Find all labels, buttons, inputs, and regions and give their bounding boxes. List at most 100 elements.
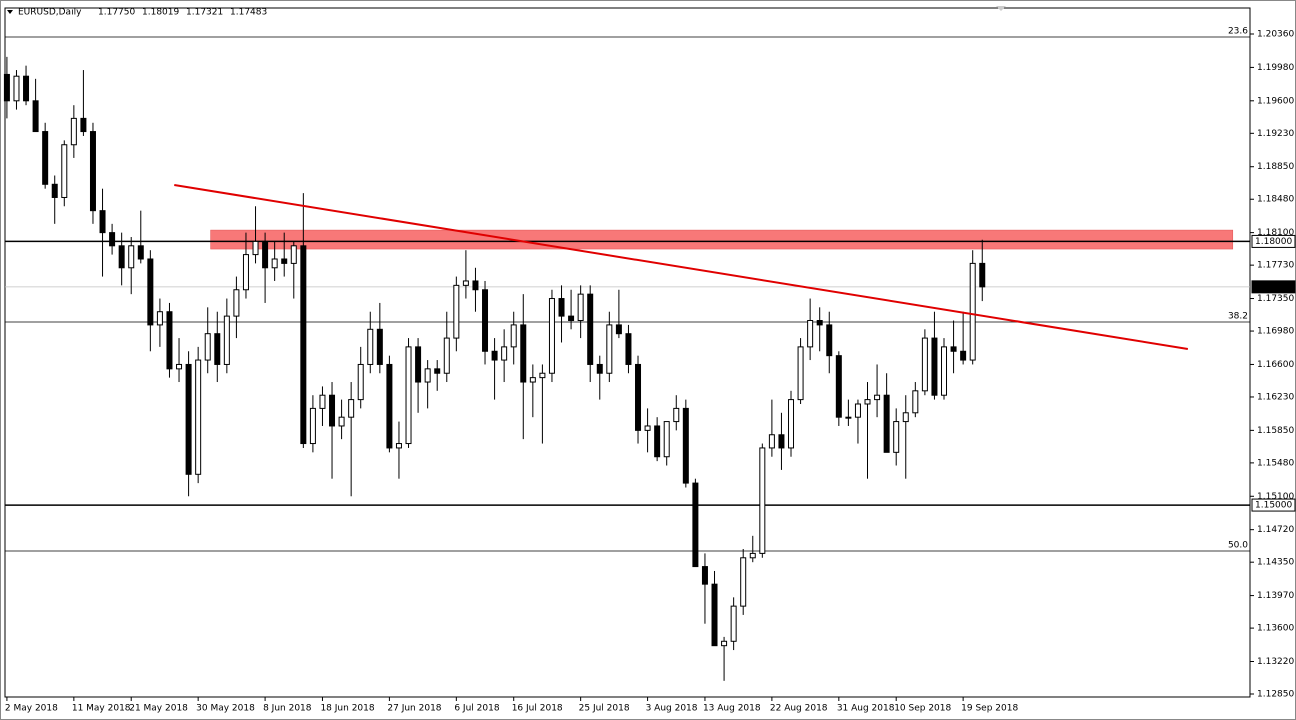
candle-body [223,315,230,365]
candle-body [376,328,383,365]
candle-body [979,262,986,288]
candle-body [137,245,144,260]
candle-body [529,377,536,383]
trendline [174,184,1189,350]
candle-body [491,350,498,361]
y-tick-label: 1.13600 [1257,624,1294,634]
candle-body [625,333,632,365]
x-tick-label: 10 Sep 2018 [894,704,951,714]
resistance-zone [210,229,1234,250]
y-tick-label: 1.15850 [1257,426,1294,436]
x-tick-label: 11 May 2018 [72,704,131,714]
x-tick-label: 16 Jul 2018 [512,704,563,714]
candle-body [835,355,842,418]
candle-body [233,289,240,317]
fib-label: 23.6 [1228,27,1248,37]
candle-body [128,245,135,269]
candle-body [32,100,39,133]
candle-body [51,183,58,198]
candle-body [759,447,766,554]
candle-body [482,289,489,352]
y-tick-label: 1.20360 [1257,30,1294,40]
candle-body [472,280,479,291]
price-box-label: 1.18000 [1255,237,1292,247]
candle-body [568,315,575,322]
y-tick-label: 1.15100 [1257,492,1294,502]
candle-body [883,394,890,453]
candle-body [395,443,402,449]
y-tick-label: 1.19600 [1257,96,1294,106]
x-tick-label: 21 May 2018 [129,704,188,714]
ohlc-label: 1.17321 [186,8,223,18]
candle-body [204,333,211,361]
candle-body [596,363,603,374]
candle-body [797,346,804,401]
candle-body [70,117,77,146]
candle-body [692,482,699,568]
y-tick-label: 1.18480 [1257,195,1294,205]
price-box [1251,280,1296,294]
candle-body [931,337,938,396]
candle-body [195,359,202,475]
price-box-label: 1.15000 [1255,501,1292,511]
candle-body [654,425,661,458]
shift-marker [996,6,1006,11]
candle-body [768,434,775,449]
x-tick-label: 19 Sep 2018 [961,704,1018,714]
candle-body [415,346,422,383]
fib-label: 38.2 [1228,312,1248,322]
y-tick-label: 1.13970 [1257,591,1294,601]
candle-body [587,293,594,365]
candle-body [271,258,278,269]
candle-body [242,254,249,291]
y-tick-label: 1.16230 [1257,392,1294,402]
candle-body [807,320,814,348]
x-tick-label: 25 Jul 2018 [579,704,630,714]
candle-body [367,328,374,365]
y-tick-label: 1.14720 [1257,525,1294,535]
candle-body [329,394,336,427]
candle-body [80,117,87,133]
menu-arrow[interactable] [7,10,13,14]
candle-body [99,210,106,234]
candle-body [921,337,928,392]
y-tick-label: 1.18100 [1257,228,1294,238]
candle-body [845,416,852,419]
candle-body [701,566,708,585]
candle-body [854,403,861,418]
candle-body [577,293,584,322]
candle-body [3,73,10,102]
x-tick-label: 3 Aug 2018 [646,704,698,714]
candle-body [338,416,345,427]
candle-body [902,412,909,423]
candle-body [309,407,316,445]
y-tick-label: 1.13220 [1257,657,1294,667]
x-tick-label: 18 Jun 2018 [320,704,374,714]
candle-body [816,320,823,326]
x-tick-label: 13 Aug 2018 [703,704,761,714]
ohlc-label: 1.17483 [230,8,267,18]
plot-frame [4,7,1251,698]
y-tick-label: 1.15480 [1257,458,1294,468]
candle-body [749,552,756,559]
x-tick-label: 27 Jun 2018 [387,704,441,714]
candle-body [462,280,469,286]
fib-label: 50.0 [1228,541,1248,551]
candle-body [941,346,948,396]
ohlc-label: 1.17750 [98,8,135,18]
candle-body [644,425,651,431]
y-tick-label: 1.19980 [1257,63,1294,73]
candle-body [13,75,20,102]
y-tick-label: 1.17350 [1257,294,1294,304]
candle-body [969,262,976,361]
candle-body [510,324,517,348]
candle-body [960,350,967,361]
candle-body [893,421,900,453]
candle-body [348,399,355,418]
candle-body [606,324,613,374]
candle-body [912,390,919,414]
x-tick-label: 6 Jul 2018 [454,704,499,714]
candle-body [357,363,364,401]
price-box-label: 1.17483 [1255,282,1292,292]
candle-body [23,75,30,102]
